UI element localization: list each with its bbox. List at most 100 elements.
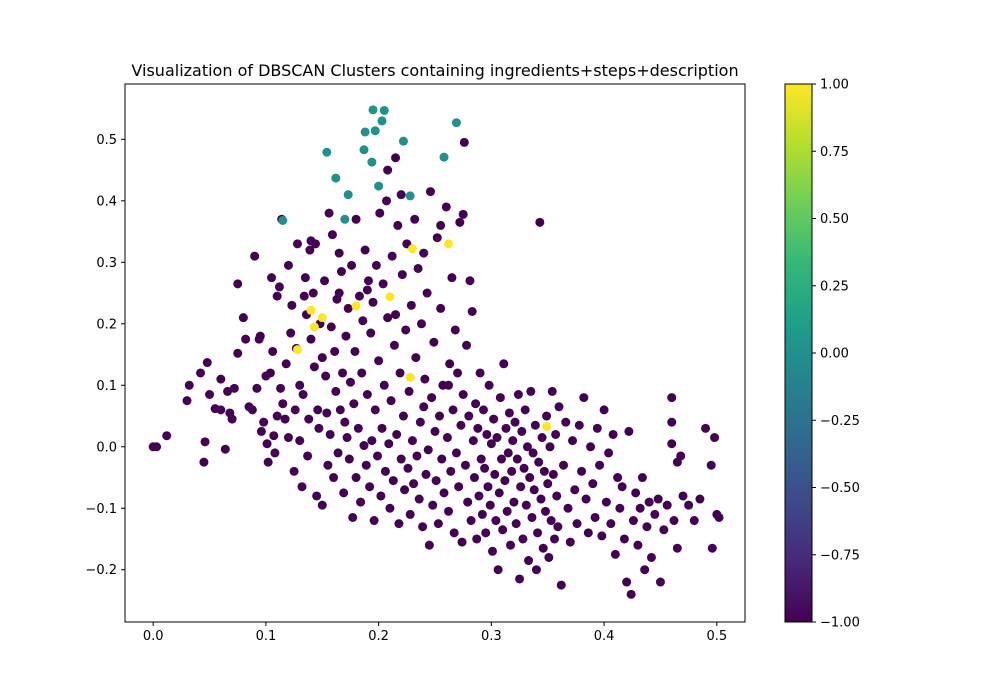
point-cluster--1-337 [706,460,716,470]
point-cluster--1-129 [382,196,392,206]
point-cluster--1-92 [340,417,350,427]
point-cluster--1-261 [531,565,541,575]
point-cluster--1-101 [350,346,360,356]
point-cluster--1-237 [504,408,514,418]
point-cluster--1-243 [511,519,521,529]
point-cluster--1-123 [375,208,385,218]
point-cluster--1-98 [347,260,357,270]
point-cluster--1-150 [405,509,415,519]
point-cluster--1-28 [256,426,266,436]
point-cluster--1-190 [451,448,461,458]
point-cluster-0-11 [377,116,387,126]
point-cluster--1-267 [538,543,548,553]
point-cluster--1-144 [398,411,408,421]
point-cluster--1-345 [306,236,316,246]
point-cluster--1-96 [344,454,354,464]
colorbar: −1.00 −0.75 −0.50 −0.25 0.00 0.25 0.50 0.75 1.00 [784,78,860,631]
colorbar-tick-label: −0.25 [820,414,860,429]
point-cluster--1-33 [265,368,275,378]
point-cluster--1-223 [489,414,499,424]
point-cluster--1-218 [483,482,493,492]
point-cluster--1-78 [324,208,334,218]
point-cluster--1-114 [365,482,375,492]
point-cluster--1-247 [516,482,526,492]
point-cluster--1-169 [427,393,437,403]
point-cluster--1-296 [588,479,598,489]
point-cluster--1-286 [565,537,575,547]
colorbar-gradient [784,83,813,623]
point-cluster--1-118 [369,516,379,526]
point-cluster--1-288 [570,485,580,495]
point-cluster--1-189 [450,325,460,335]
point-cluster--1-260 [530,420,540,430]
point-cluster--1-163 [420,374,430,384]
point-cluster--1-148 [403,463,413,473]
point-cluster--1-103 [351,214,361,224]
point-cluster--1-204 [467,307,477,316]
point-cluster--1-11 [216,405,226,415]
point-cluster--1-295 [586,442,596,452]
point-cluster--1-29 [259,417,269,427]
point-cluster--1-349 [419,248,429,258]
point-cluster--1-106 [356,497,366,507]
point-cluster-0-12 [379,105,389,115]
point-cluster--1-272 [544,552,554,562]
point-cluster--1-280 [553,522,563,532]
point-cluster--1-182 [442,433,452,443]
point-cluster--1-59 [300,273,310,283]
point-cluster--1-307 [613,473,623,483]
point-cluster--1-180 [439,488,449,498]
point-cluster--1-151 [406,300,416,310]
x-tick-label: 0.5 [706,629,727,644]
point-cluster--1-239 [507,466,517,476]
scatter-points [148,105,724,599]
point-cluster--1-347 [362,285,372,295]
point-cluster--1-294 [583,528,593,538]
point-cluster--1-270 [542,411,552,421]
point-cluster--1-133 [386,396,396,406]
point-cluster--1-41 [276,383,286,393]
point-cluster-1-2 [309,322,319,332]
point-cluster--1-187 [448,405,458,415]
colorbar-tick-label: 0.75 [820,145,849,160]
point-cluster--1-308 [615,503,625,513]
point-cluster--1-266 [537,433,547,443]
point-cluster--1-102 [351,473,361,483]
point-cluster--1-79 [325,429,335,439]
point-cluster--1-91 [339,488,349,498]
point-cluster--1-140 [394,519,404,529]
point-cluster--1-293 [581,494,591,504]
point-cluster--1-24 [250,251,260,261]
point-cluster--1-325 [655,577,665,587]
point-cluster--1-119 [370,405,380,415]
point-cluster--1-339 [710,433,720,443]
point-cluster--1-253 [522,442,532,452]
point-cluster--1-271 [543,479,553,489]
point-cluster-1-5 [385,292,395,302]
point-cluster--1-5 [196,368,206,378]
point-cluster--1-3 [182,396,192,406]
point-cluster--1-95 [343,303,353,313]
point-cluster--1-303 [604,448,614,458]
point-cluster--1-231 [498,525,508,535]
point-cluster--1-335 [695,494,705,504]
point-cluster--1-203 [466,516,476,526]
point-cluster--1-32 [263,457,273,467]
point-cluster--1-230 [497,454,507,464]
point-cluster--1-224 [490,469,500,479]
point-cluster--1-234 [501,423,511,433]
point-cluster--1-226 [492,433,502,443]
point-cluster--1-246 [515,574,525,584]
point-cluster-1-7 [407,244,417,254]
point-cluster--1-55 [295,436,305,446]
point-cluster--1-57 [298,390,308,399]
point-cluster--1-256 [526,386,536,396]
x-tick-label: 0.1 [256,629,277,644]
point-cluster--1-284 [561,417,571,427]
point-cluster--1-320 [642,522,652,532]
point-cluster--1-341 [714,512,724,522]
point-cluster--1-264 [535,217,545,227]
y-tick-label: −0.1 [85,502,117,517]
point-cluster--1-282 [556,580,566,590]
point-cluster--1-262 [533,528,543,538]
